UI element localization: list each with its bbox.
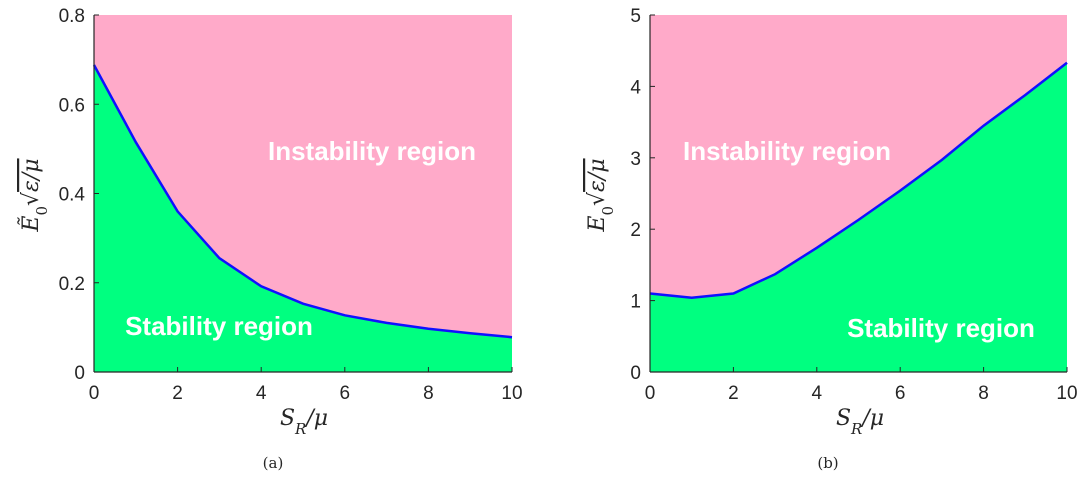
panel-caption-b: (b) — [817, 454, 838, 472]
stability-region-b — [650, 62, 1067, 373]
svg-text:E0√ε/μ: E0√ε/μ — [585, 158, 617, 232]
x-tick-label: 6 — [340, 383, 351, 404]
y-ticks-a: 0 0.2 0.4 0.6 0.8 — [59, 6, 99, 384]
y-tick-label: 5 — [630, 6, 641, 27]
y-tick-label: 1 — [630, 292, 641, 313]
svg-text:Ẽ0√ε/μ: Ẽ0√ε/μ — [16, 158, 51, 232]
y-tick-label: 0.4 — [59, 185, 86, 206]
panel-caption-a: (a) — [263, 454, 284, 472]
x-tick-label: 2 — [728, 383, 739, 404]
instability-region-b — [650, 15, 1067, 298]
x-tick-label: 8 — [423, 383, 434, 404]
x-ticks-a: 0 2 4 6 8 10 — [89, 367, 523, 404]
stability-boundary-line-b — [649, 61, 1068, 299]
axes-b — [649, 15, 1067, 373]
x-tick-label: 4 — [812, 383, 823, 404]
x-axis-label-b: SR/μ — [836, 406, 884, 438]
x-tick-label: 10 — [501, 383, 522, 404]
y-tick-label: 3 — [630, 149, 641, 170]
x-tick-label: 2 — [172, 383, 183, 404]
chart-panel-a: 0 2 4 6 8 10 0 0.2 0.4 0.6 0.8 Instability region… — [16, 6, 523, 472]
y-axis-label-a: Ẽ0√ε/μ — [16, 158, 51, 232]
stability-region-label-b: Stability region — [847, 313, 1035, 343]
y-ticks-b: 0 1 2 3 4 5 — [630, 6, 655, 384]
y-axis-label-b: E0√ε/μ — [585, 158, 617, 232]
y-tick-label: 0.2 — [59, 274, 85, 295]
x-tick-label: 4 — [256, 383, 267, 404]
stability-boundary-line-a — [92, 64, 513, 339]
x-tick-label: 6 — [895, 383, 906, 404]
y-tick-label: 2 — [630, 220, 641, 241]
instability-region-label-b: Instability region — [683, 136, 891, 166]
instability-region-a — [94, 15, 512, 338]
x-tick-label: 10 — [1056, 383, 1077, 404]
stability-region-a — [94, 65, 512, 372]
y-tick-label: 0 — [74, 363, 85, 384]
instability-region-label-a: Instability region — [268, 136, 476, 166]
x-tick-label: 0 — [645, 383, 656, 404]
x-tick-label: 0 — [89, 383, 100, 404]
stability-region-label-a: Stability region — [125, 311, 313, 341]
x-ticks-b: 0 2 4 6 8 10 — [645, 367, 1078, 404]
chart-panel-b: 0 2 4 6 8 10 0 1 2 3 4 5 Instability region Stabil… — [585, 6, 1078, 472]
x-tick-label: 8 — [978, 383, 989, 404]
x-axis-label-a: SR/μ — [280, 406, 328, 438]
y-tick-label: 0.6 — [59, 95, 85, 116]
y-tick-label: 0 — [630, 363, 641, 384]
y-tick-label: 0.8 — [59, 6, 85, 27]
y-tick-label: 4 — [630, 77, 641, 98]
